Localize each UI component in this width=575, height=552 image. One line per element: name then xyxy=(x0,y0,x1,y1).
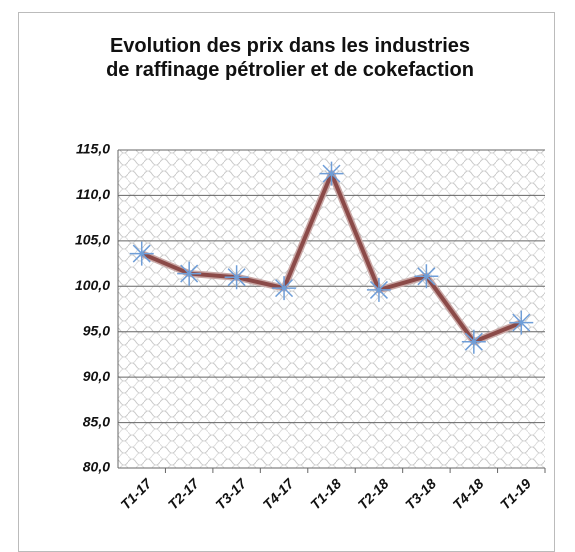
y-tick-label: 105,0 xyxy=(75,232,110,248)
chart-title: Evolution des prix dans les industries d… xyxy=(106,35,474,81)
y-tick-label: 90,0 xyxy=(83,368,110,384)
marker xyxy=(461,329,486,354)
marker xyxy=(509,310,534,335)
y-tick-label: 95,0 xyxy=(83,322,110,338)
x-tick-label: T1-19 xyxy=(497,475,534,512)
x-tick-label: T3-18 xyxy=(402,475,439,512)
marker xyxy=(414,264,439,289)
y-tick-label: 100,0 xyxy=(75,277,110,293)
x-tick-label: T2-18 xyxy=(355,475,392,512)
y-tick-label: 115,0 xyxy=(76,141,110,157)
marker xyxy=(319,161,344,186)
plot-background xyxy=(118,150,545,468)
marker xyxy=(224,265,249,290)
marker xyxy=(129,241,154,266)
x-tick-label: T3-17 xyxy=(212,475,250,513)
x-tick-label: T1-18 xyxy=(307,475,344,512)
x-tick-label: T4-18 xyxy=(449,475,486,512)
marker xyxy=(177,261,202,286)
x-tick-label: T4-17 xyxy=(260,475,298,513)
y-tick-label: 80,0 xyxy=(83,459,110,475)
y-tick-label: 85,0 xyxy=(83,413,110,429)
y-tick-label: 110,0 xyxy=(76,186,110,202)
x-tick-label: T1-17 xyxy=(117,475,155,513)
x-tick-label: T2-17 xyxy=(165,475,203,513)
marker xyxy=(366,277,391,302)
marker xyxy=(272,276,297,301)
